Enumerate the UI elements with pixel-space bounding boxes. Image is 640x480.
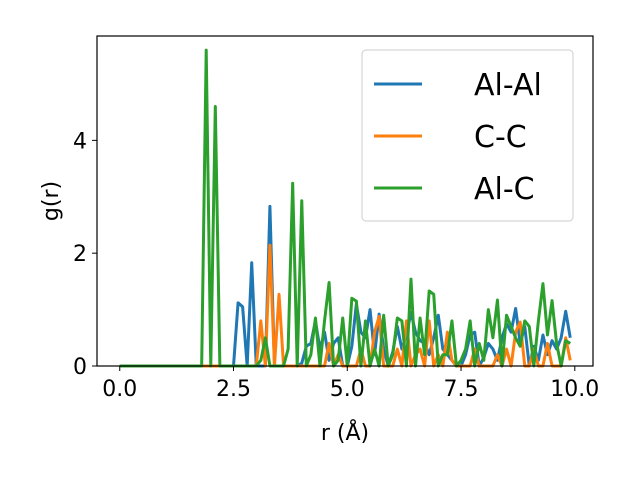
legend-label-al-c: Al-C bbox=[474, 172, 535, 207]
legend-box bbox=[361, 49, 574, 222]
x-tick-label: 10.0 bbox=[550, 377, 599, 402]
x-tick-label: 0.0 bbox=[102, 377, 137, 402]
x-axis-label: r (Å) bbox=[321, 419, 369, 446]
x-tick-label: 2.5 bbox=[216, 377, 251, 402]
x-tick-label: 7.5 bbox=[444, 377, 479, 402]
legend-label-c-c: C-C bbox=[474, 120, 527, 155]
x-axis: 0.0 2.5 5.0 7.5 10.0 bbox=[102, 366, 599, 402]
y-tick-label: 2 bbox=[73, 242, 87, 267]
y-axis: 0 2 4 bbox=[73, 129, 97, 380]
y-tick-label: 4 bbox=[73, 129, 87, 154]
axes-frame bbox=[96, 35, 594, 367]
series-line-al-c bbox=[119, 48, 572, 368]
legend-label-al-al: Al-Al bbox=[474, 68, 542, 103]
legend: Al-Al C-C Al-C bbox=[361, 49, 574, 222]
y-tick-label: 0 bbox=[73, 355, 87, 380]
y-axis-label: g(r) bbox=[39, 181, 64, 221]
x-tick-label: 5.0 bbox=[330, 377, 365, 402]
